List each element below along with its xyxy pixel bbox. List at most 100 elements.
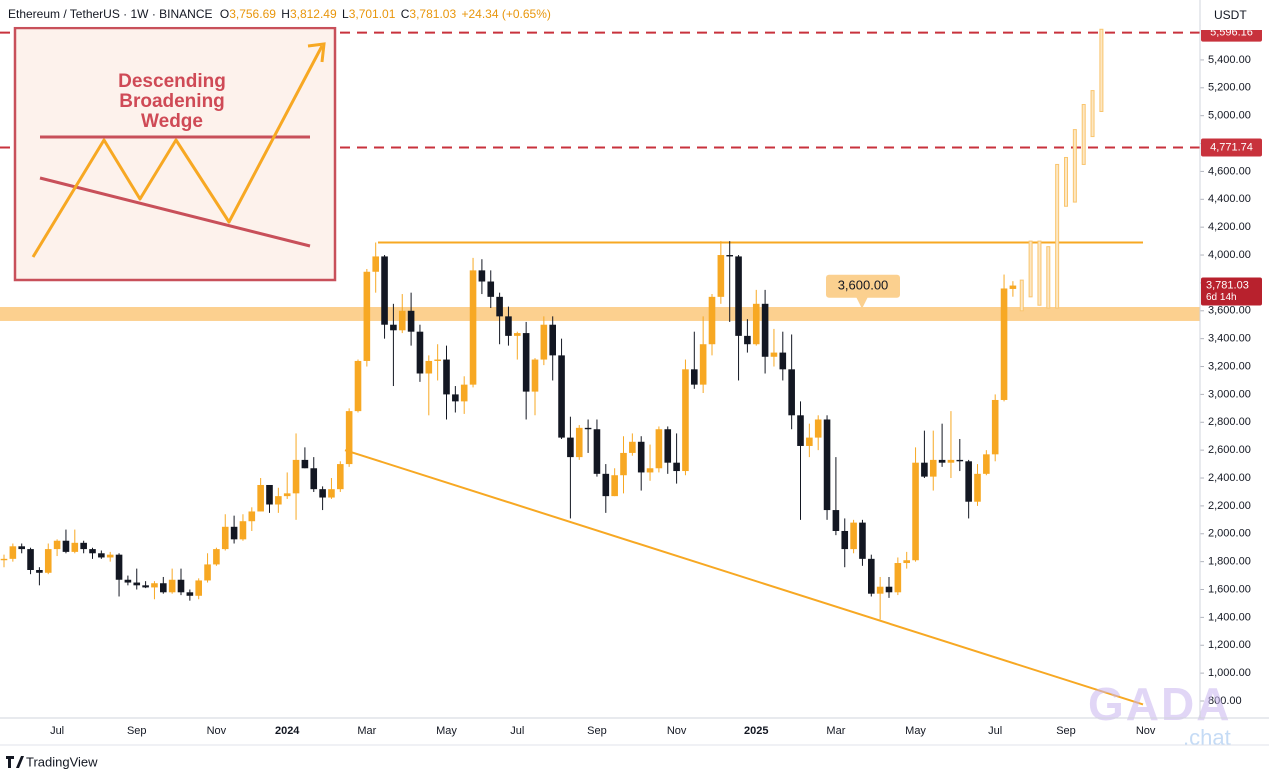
inset-price-path [31,45,324,258]
candle-body [62,540,70,552]
candle-body [452,394,459,402]
symbol-title: Ethereum / TetherUS · 1W · BINANCE [8,7,213,21]
bar-countdown: 6d 14h [1206,292,1237,303]
candle-body [522,333,530,392]
y-tick-label: 800.00 [1208,695,1242,707]
x-tick-label: Jul [510,725,524,737]
inset-arrowhead [307,42,326,63]
candle-body [637,441,645,473]
candle-body [80,542,87,550]
candle-body [496,296,503,317]
candle-body [443,359,450,395]
ohlc-key: C [401,7,410,21]
candle-body [469,270,477,385]
candle-body [398,310,406,331]
candle-body [903,560,910,564]
inset-title-line: Descending [118,71,226,92]
x-tick-label: Mar [357,725,376,737]
y-tick-label: 1,400.00 [1208,611,1251,623]
y-tick-label: 1,800.00 [1208,556,1251,568]
candle-body [921,462,928,477]
last-price-label: 3,781.03 [1206,279,1249,291]
candle-body [221,526,229,550]
projection-bar [1046,246,1051,309]
support-zone [0,307,1200,321]
candle-body [36,569,43,573]
candle-body [699,344,707,385]
candle-body [620,452,627,476]
y-tick-label: 1,200.00 [1208,639,1251,651]
inset-frame [13,26,337,282]
candle-body [275,496,282,505]
candle-body [505,316,512,336]
brand: TradingView [6,754,98,769]
x-tick-label: Jul [50,725,64,737]
candle-body [868,558,875,594]
x-tick-label: Sep [1056,725,1076,737]
candle-body [98,553,105,558]
candle-body [894,563,902,593]
candle-body [186,592,194,596]
ohlc-value: 3,812.49 [290,7,337,21]
candle-body [744,335,751,345]
candle-body [372,256,379,272]
level-price-label: 4,771.74 [1210,141,1253,153]
y-tick-label: 4,600.00 [1208,165,1251,177]
price-change: +24.34 (+0.65%) [461,7,550,21]
candle-body [983,454,990,474]
ohlc-value: 3,701.01 [349,7,396,21]
candle-body [549,324,556,356]
candle-body [947,459,955,463]
x-tick-label: Nov [667,725,687,737]
candle-body [354,360,362,412]
candle-body [726,255,733,257]
candle-body [682,369,689,472]
candle-body [850,522,857,550]
candle-body [168,579,176,593]
y-tick-label: 4,200.00 [1208,221,1251,233]
candle-body [53,540,61,550]
candle-body [761,303,769,357]
ohlc-key: H [281,7,290,21]
candle-body [460,384,468,402]
candle-body [89,549,96,554]
ohlc-key: L [342,7,349,21]
candle-body [691,369,698,385]
candle-body [531,359,539,392]
candle-body [27,549,34,570]
pattern-inset: Descending Broadening Wedge [13,26,337,282]
candle-body [9,546,17,559]
watermark: .chat [1183,725,1231,750]
y-tick-label: 2,600.00 [1208,444,1251,456]
candle-body [514,333,521,336]
candle-body [230,526,238,540]
candle-body [1000,288,1008,400]
y-tick-label: 4,400.00 [1208,193,1251,205]
y-tick-label: 2,400.00 [1208,472,1251,484]
candle-body [142,585,149,588]
candle-body [266,484,273,505]
candle-body [558,355,565,438]
y-tick-label: 1,600.00 [1208,583,1251,595]
candle-body [859,522,866,559]
axis-unit-backdrop [1201,0,1269,30]
candle-body [584,427,592,430]
watermark: GADA [1088,678,1231,730]
candle-body [735,256,742,336]
candle-body [425,360,433,374]
inset-title-line: Wedge [141,111,203,132]
candle-body [292,459,300,494]
candle-body [257,484,264,512]
candle-body [965,461,972,502]
candle-body [106,554,114,558]
x-tick-label: Sep [127,725,147,737]
x-tick-label: May [436,725,457,737]
projection-bar [1037,240,1042,306]
candle-body [929,459,937,477]
candle-body [646,468,654,473]
y-tick-label: 3,400.00 [1208,333,1251,345]
candle-body [416,331,424,374]
candle-body [310,468,318,490]
callout-label: 3,600.00 [838,278,889,293]
